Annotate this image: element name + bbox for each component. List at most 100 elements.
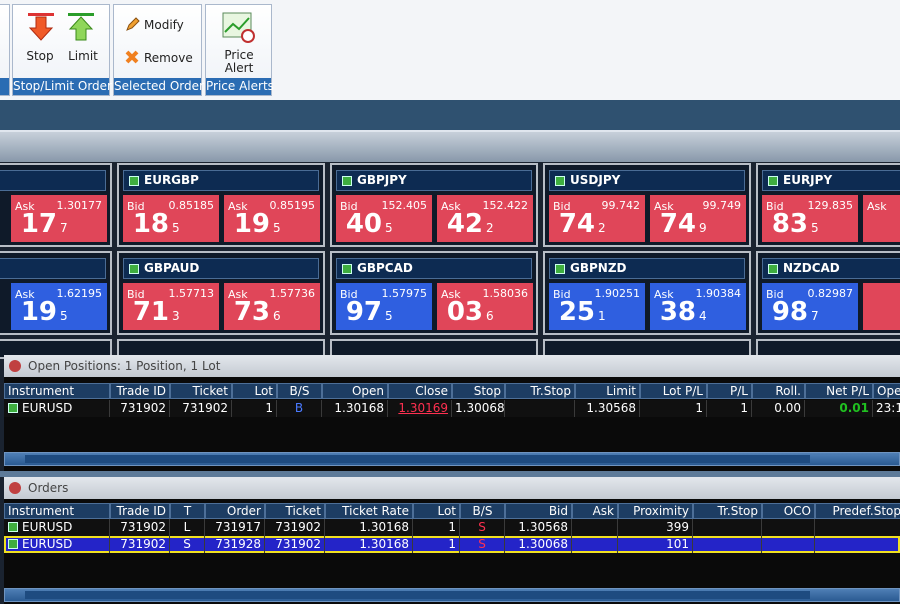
column-header[interactable]: OCO	[762, 503, 815, 519]
scrollbar[interactable]	[4, 452, 900, 466]
toolbar-group: Stop Limit Stop/Limit Order	[12, 4, 112, 96]
rate-big-figure: 19	[20, 297, 57, 327]
column-header[interactable]: Order	[205, 503, 265, 519]
column-header[interactable]: Tr.Stop	[693, 503, 762, 519]
column-header[interactable]: Trade ID	[110, 383, 170, 399]
panel-icon	[9, 360, 21, 372]
column-header[interactable]: Roll.	[752, 383, 805, 399]
table-cell: 1	[707, 400, 752, 417]
column-header[interactable]: Lot	[232, 383, 277, 399]
column-header[interactable]: Lot P/L	[640, 383, 707, 399]
limit-button[interactable]: Limit	[68, 49, 98, 63]
table-cell: 399	[618, 519, 693, 536]
table-row[interactable]	[4, 400, 900, 417]
tile-header	[549, 258, 745, 279]
column-header[interactable]: Net P/L	[805, 383, 873, 399]
modify-button[interactable]: Modify	[144, 18, 184, 32]
rate-value: 1.62195	[56, 287, 103, 300]
rate-box[interactable]: Bid 0.85185 18 5	[123, 195, 219, 242]
row-icon	[8, 522, 18, 532]
header-band	[0, 100, 900, 130]
rate-pip: 5	[385, 309, 393, 323]
rate-tile: GBPCAD Bid 1.57975 97 5 Ask 1.58036 03 6	[330, 251, 538, 335]
panel-title-bar	[4, 355, 900, 377]
rate-box[interactable]: Bid 1.57975 97 5	[336, 283, 432, 330]
table-cell: 731902	[265, 536, 325, 553]
instrument-name: GBPNZD	[570, 261, 627, 275]
tile-header	[336, 258, 532, 279]
orders-panel: Orders Instrument Trade ID T Order Ticket Tick…	[4, 477, 900, 604]
column-header[interactable]: Ticket	[265, 503, 325, 519]
column-header[interactable]: Ticket Rate	[325, 503, 413, 519]
remove-button[interactable]: Remove	[144, 51, 193, 65]
column-header[interactable]: Trade ID	[110, 503, 170, 519]
table-row[interactable]	[4, 519, 900, 536]
rate-label: Ask	[441, 288, 461, 301]
rate-box[interactable]: Ask 1.58036 03 6	[437, 283, 533, 330]
rate-box[interactable]: Bid 99.742 74 2	[549, 195, 645, 242]
column-header[interactable]: Limit	[575, 383, 640, 399]
rate-box[interactable]: Ask 1.62195 19 5	[11, 283, 107, 330]
column-header[interactable]: Instrument	[4, 383, 110, 399]
table-cell: 1	[413, 519, 460, 536]
rate-box[interactable]: Bid 152.405 40 5	[336, 195, 432, 242]
column-header[interactable]: Ticket	[170, 383, 232, 399]
rate-box[interactable]: Bid 1.57713 71 3	[123, 283, 219, 330]
rate-box[interactable]: Ask 0.85195 19 5	[224, 195, 320, 242]
panel-icon	[9, 482, 21, 494]
rates-panel: Ask 1.30177 17 7 EURGBP Bid 0.85185 18 5 Ask 0.851…	[0, 162, 900, 359]
rate-box[interactable]: Ask 1.57736 73 6	[224, 283, 320, 330]
column-header[interactable]: Tr.Stop	[505, 383, 575, 399]
column-header[interactable]: Stop	[452, 383, 505, 399]
rate-big-figure: 74	[558, 209, 595, 239]
rate-pip: 2	[598, 221, 606, 235]
tile-header	[762, 258, 900, 279]
rate-big-figure: 42	[446, 209, 483, 239]
rate-pip: 5	[385, 221, 393, 235]
column-header[interactable]: P/L	[707, 383, 752, 399]
rate-box[interactable]: Bid 0.82987 98 7	[762, 283, 858, 330]
table-cell: 731917	[205, 519, 265, 536]
rate-box[interactable]: Bid 129.835 83 5	[762, 195, 858, 242]
column-header[interactable]: Close	[388, 383, 452, 399]
column-header[interactable]: Bid	[505, 503, 572, 519]
price-alert-button[interactable]: Price Alert	[224, 48, 254, 75]
rate-box[interactable]: Ask 152.422 42 2	[437, 195, 533, 242]
rate-box[interactable]: Ask 99.749 74 9	[650, 195, 746, 242]
stop-button[interactable]: Stop	[26, 49, 54, 63]
rate-box[interactable]: Ask	[863, 195, 900, 242]
scrollbar[interactable]	[4, 588, 900, 602]
rate-label: Ask	[228, 288, 248, 301]
rate-box[interactable]: Bid 1.90251 25 1	[549, 283, 645, 330]
stop-icon	[28, 13, 54, 41]
rate-box[interactable]	[863, 283, 900, 330]
column-header[interactable]: Ask	[572, 503, 618, 519]
table-cell: 1	[640, 400, 707, 417]
table-cell: S	[170, 536, 205, 553]
column-header[interactable]: T	[170, 503, 205, 519]
rate-box[interactable]: Ask 1.30177 17 7	[11, 195, 107, 242]
rate-big-figure: 18	[132, 209, 169, 239]
column-header[interactable]: Predef.Stop	[815, 503, 900, 519]
table-cell: 1.30169	[388, 400, 452, 417]
column-header[interactable]: Lot	[413, 503, 460, 519]
column-header[interactable]: Open	[322, 383, 388, 399]
column-header[interactable]: Proximity	[618, 503, 693, 519]
column-header[interactable]: B/S	[277, 383, 322, 399]
column-header[interactable]: Ope	[873, 383, 900, 399]
table-row[interactable]	[4, 536, 900, 553]
tile-header	[123, 170, 319, 191]
rate-pip: 7	[60, 221, 68, 235]
table-cell: 1.30068	[452, 400, 505, 417]
rate-box[interactable]: Ask 1.90384 38 4	[650, 283, 746, 330]
instrument-name: NZDCAD	[783, 261, 840, 275]
rate-big-figure: 19	[233, 209, 270, 239]
rate-label: Bid	[127, 288, 145, 301]
toolbar-group: Modify Remove Selected Order	[113, 4, 204, 96]
rate-label: Ask	[15, 288, 35, 301]
column-header[interactable]: B/S	[460, 503, 505, 519]
table-cell: EURUSD	[4, 400, 110, 417]
table-cell: 731902	[170, 400, 232, 417]
column-header[interactable]: Instrument	[4, 503, 110, 519]
rate-label: Bid	[553, 288, 571, 301]
